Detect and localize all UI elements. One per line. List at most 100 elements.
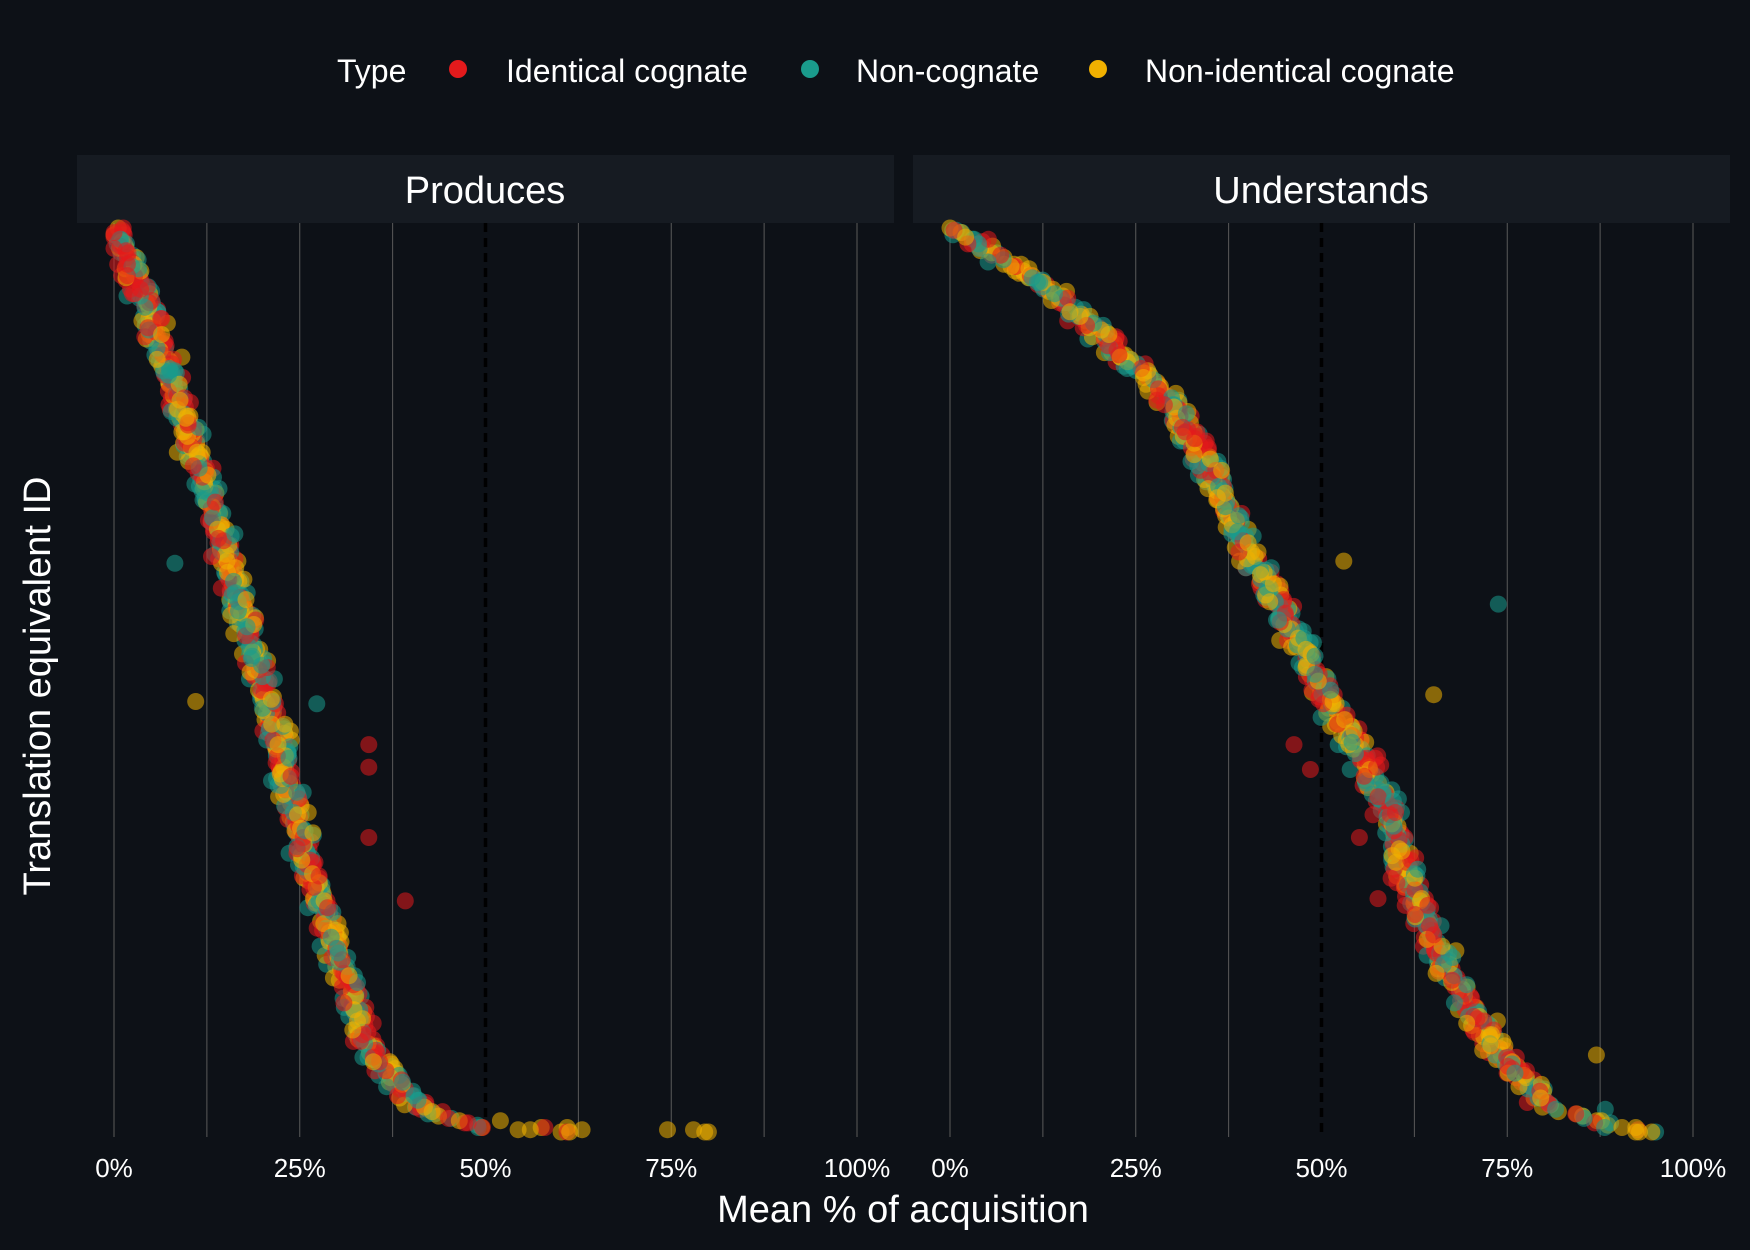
data-point <box>329 944 347 962</box>
data-point <box>685 1121 702 1139</box>
data-point <box>1444 949 1462 966</box>
data-point <box>304 824 322 842</box>
facet-strip-produces <box>77 155 894 223</box>
data-point <box>308 695 326 713</box>
data-point <box>1393 842 1411 860</box>
data-point <box>1427 964 1445 982</box>
legend-title: Type <box>337 53 406 89</box>
data-point <box>1306 665 1324 683</box>
data-point <box>262 690 280 708</box>
data-point <box>225 572 242 590</box>
data-point <box>223 586 241 604</box>
data-point <box>187 693 205 710</box>
data-point <box>209 529 227 547</box>
legend-marker-identical-cognate <box>449 60 467 78</box>
x-tick-label: 75% <box>645 1153 697 1183</box>
data-point <box>360 829 378 846</box>
data-point <box>1264 575 1282 593</box>
data-point <box>1110 346 1128 364</box>
data-point <box>118 267 136 285</box>
data-point <box>1230 507 1248 525</box>
data-point <box>1368 758 1386 776</box>
data-point <box>1385 817 1403 835</box>
data-point <box>1322 681 1340 699</box>
data-point <box>1023 269 1041 287</box>
data-point <box>1335 552 1353 570</box>
data-point <box>1596 1119 1614 1136</box>
data-point <box>1458 1014 1476 1032</box>
data-point <box>237 591 255 609</box>
data-point <box>335 994 353 1012</box>
data-point <box>344 1021 362 1039</box>
data-point <box>491 1112 509 1130</box>
data-point <box>1483 1026 1500 1044</box>
panel-produces: 0% 25% 50% 75% 100% <box>95 219 890 1183</box>
data-point <box>459 1114 477 1132</box>
data-point <box>396 892 414 910</box>
data-point <box>161 360 178 377</box>
data-point <box>394 1073 412 1091</box>
data-point <box>166 554 184 572</box>
data-point <box>203 548 220 565</box>
legend: Type Identical cognate Non-cognate Non-i… <box>337 53 1455 89</box>
data-point <box>1364 806 1382 824</box>
data-point <box>1186 430 1204 448</box>
data-point <box>1445 994 1463 1012</box>
legend-marker-non-identical-cognate <box>1089 60 1107 78</box>
data-point <box>119 244 137 262</box>
data-point <box>226 525 244 543</box>
data-point <box>1409 860 1427 878</box>
data-point <box>1406 906 1424 923</box>
data-point <box>1425 926 1443 944</box>
data-point <box>238 618 256 636</box>
data-point <box>1213 461 1231 479</box>
data-point <box>1251 566 1269 584</box>
data-point <box>171 391 189 409</box>
data-point <box>1369 788 1387 806</box>
y-axis-title: Translation equivalent ID <box>17 477 59 896</box>
data-point <box>1443 971 1461 989</box>
data-point <box>1336 711 1354 729</box>
data-point <box>1643 1123 1661 1141</box>
legend-marker-non-cognate <box>801 60 819 78</box>
x-tick-label: 50% <box>1295 1153 1347 1183</box>
data-point <box>536 1119 554 1136</box>
data-point <box>1285 736 1303 754</box>
x-axis-title: Mean % of acquisition <box>717 1189 1089 1231</box>
data-point <box>1046 285 1063 303</box>
data-point <box>1261 593 1279 611</box>
data-point <box>276 715 294 733</box>
legend-label-identical-cognate: Identical cognate <box>506 53 748 89</box>
x-tick-label: 25% <box>1110 1153 1162 1183</box>
data-point <box>474 1119 491 1136</box>
data-point <box>105 224 123 241</box>
data-point <box>1270 611 1288 629</box>
data-point <box>1506 1064 1524 1082</box>
data-point <box>1425 686 1443 704</box>
panel-understands: 0% 25% 50% 75% 100% <box>931 219 1727 1183</box>
data-point <box>289 806 306 824</box>
data-point <box>1201 450 1219 468</box>
data-point <box>153 326 171 343</box>
data-point <box>360 758 378 776</box>
data-point <box>389 1087 407 1105</box>
data-point <box>177 409 195 427</box>
data-point <box>1489 595 1507 613</box>
data-point <box>957 228 975 246</box>
data-point <box>1239 534 1257 552</box>
data-point <box>153 310 171 328</box>
data-point <box>1301 761 1319 778</box>
data-point <box>184 457 202 475</box>
facet-label-understands: Understands <box>1213 170 1428 212</box>
data-point <box>992 246 1010 264</box>
x-tick-label: 100% <box>1660 1153 1727 1183</box>
data-point <box>1547 1100 1565 1118</box>
x-tick-label: 25% <box>274 1153 326 1183</box>
data-point <box>1061 303 1079 321</box>
data-point <box>1246 548 1264 565</box>
data-point <box>288 840 306 858</box>
data-point <box>1369 890 1387 908</box>
x-tick-label: 0% <box>931 1153 969 1183</box>
data-point <box>136 298 154 316</box>
